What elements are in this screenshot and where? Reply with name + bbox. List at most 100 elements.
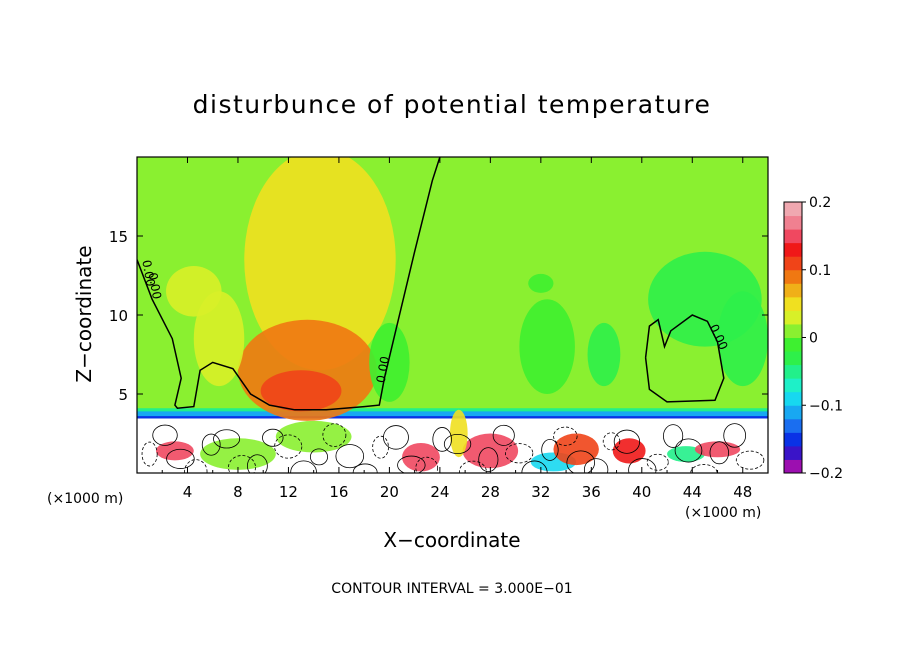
turbulence-contour-9 <box>274 434 303 459</box>
x-unit-label-left: (×1000 m) <box>47 491 123 507</box>
x-tick-label-20: 20 <box>380 483 399 501</box>
colorbar-segment-14 <box>784 269 802 284</box>
zero-contour-1 <box>644 314 725 403</box>
y-tick-label-10: 10 <box>109 307 128 325</box>
x-unit-label-right: (×1000 m) <box>685 505 761 521</box>
x-tick-label-4: 4 <box>183 483 193 501</box>
turbulence-contour-27 <box>553 426 578 446</box>
turbulence-contour-35 <box>674 438 703 463</box>
colorbar-segment-15 <box>784 256 802 271</box>
contour-label-2: 0.00 <box>374 355 392 384</box>
turbulence-contour-2 <box>166 448 195 469</box>
turbulence-contour-22 <box>478 447 499 473</box>
x-tick-label-44: 44 <box>683 483 702 501</box>
turbulence-contour-0 <box>141 441 158 467</box>
colorbar-label-1: 0.1 <box>809 263 831 279</box>
colorbar-segment-13 <box>784 283 802 298</box>
band-cyan <box>137 408 768 414</box>
x-tick-label-36: 36 <box>582 483 601 501</box>
x-tick-label-16: 16 <box>329 483 348 501</box>
turbulence-contour-37 <box>709 441 729 465</box>
y-axis-label: Z−coordinate <box>72 245 96 382</box>
contour-label-0: 0.00 <box>139 259 157 288</box>
anomaly-blob-12 <box>155 441 194 461</box>
colorbar-segment-4 <box>784 405 802 420</box>
colorbar-segment-5 <box>784 391 802 406</box>
x-tick-label-48: 48 <box>733 483 752 501</box>
x-tick-label-24: 24 <box>430 483 449 501</box>
x-tick-label-28: 28 <box>481 483 500 501</box>
colorbar: 0.2 0.1 0 −0.1 −0.2 <box>783 195 843 482</box>
colorbar-segment-1 <box>784 445 802 460</box>
band-blue <box>137 411 768 417</box>
turbulence-contour-17 <box>397 455 426 473</box>
colorbar-segment-10 <box>784 323 802 338</box>
turbulence-contour-8 <box>262 428 284 447</box>
turbulence-contour-5 <box>213 429 241 449</box>
turbulence-contour-38 <box>723 423 747 448</box>
turbulence-contour-31 <box>613 429 641 454</box>
anomaly-blob-0 <box>244 157 396 371</box>
contour-interval-note: CONTOUR INTERVAL = 3.000E−01 <box>331 581 572 597</box>
anomaly-blob-13 <box>275 420 352 453</box>
y-tick-label-5: 5 <box>118 386 128 404</box>
turbulence-contour-10 <box>290 460 317 473</box>
anomaly-blob-15 <box>462 433 519 469</box>
turbulence-contour-1 <box>152 424 178 446</box>
colorbar-segment-7 <box>784 364 802 379</box>
x-axis-label: X−coordinate <box>383 528 520 552</box>
colorbar-segment-16 <box>784 242 802 257</box>
anomaly-blob-9 <box>717 291 768 387</box>
turbulence-contour-3 <box>184 459 208 473</box>
turbulence-contour-28 <box>566 450 595 473</box>
turbulence-contour-34 <box>663 424 684 448</box>
turbulence-contour-19 <box>432 427 452 452</box>
colorbar-segment-19 <box>784 202 802 217</box>
colorbar-segment-3 <box>784 418 802 433</box>
colorbar-segment-11 <box>784 310 802 325</box>
turbulence-contour-7 <box>247 454 268 473</box>
colorbar-label-0: 0.2 <box>809 195 831 211</box>
colorbar-label-2: 0 <box>809 331 818 347</box>
x-tick-label-8: 8 <box>233 483 243 501</box>
turbulence-contour-23 <box>492 424 515 446</box>
anomaly-blob-17 <box>553 433 599 466</box>
plot-area: 0.000.000.000.00 <box>136 156 769 474</box>
turbulence-contour-26 <box>541 438 559 461</box>
turbulence-contour-4 <box>201 433 221 456</box>
colorbar-segment-8 <box>784 351 802 366</box>
turbulence-contour-16 <box>383 425 409 450</box>
x-tick-label-40: 40 <box>632 483 651 501</box>
turbulence-contour-20 <box>443 433 472 455</box>
anomaly-blob-4 <box>193 291 245 387</box>
turbulence-contour-11 <box>309 448 329 466</box>
colorbar-segment-9 <box>784 337 802 352</box>
anomaly-blob-7 <box>587 322 621 387</box>
colorbar-segment-17 <box>784 229 802 244</box>
colorbar-label-3: −0.1 <box>809 398 843 414</box>
colorbar-segment-0 <box>784 459 802 474</box>
x-tick-label-12: 12 <box>279 483 298 501</box>
turbulence-contour-18 <box>415 456 439 473</box>
turbulence-contour-30 <box>602 432 621 451</box>
turbulence-contour-33 <box>646 453 669 471</box>
anomaly-blob-5 <box>369 322 410 402</box>
anomaly-blob-18 <box>612 438 646 464</box>
anomaly-blob-2 <box>260 370 342 412</box>
chart-title: disturbunce of potential temperature <box>193 90 712 119</box>
anomaly-blob-14 <box>402 442 440 472</box>
x-tick-label-32: 32 <box>531 483 550 501</box>
colorbar-segment-6 <box>784 378 802 393</box>
colorbar-segment-2 <box>784 432 802 447</box>
anomaly-blob-21 <box>449 409 468 458</box>
turbulence-contour-6 <box>228 455 256 473</box>
turbulence-contour-39 <box>735 450 765 470</box>
turbulence-contour-12 <box>322 423 347 447</box>
colorbar-segment-18 <box>784 215 802 230</box>
y-tick-label-15: 15 <box>109 228 128 246</box>
zero-contour-0 <box>137 157 441 411</box>
turbulence-contour-24 <box>505 443 534 464</box>
colorbar-label-4: −0.2 <box>809 466 843 482</box>
